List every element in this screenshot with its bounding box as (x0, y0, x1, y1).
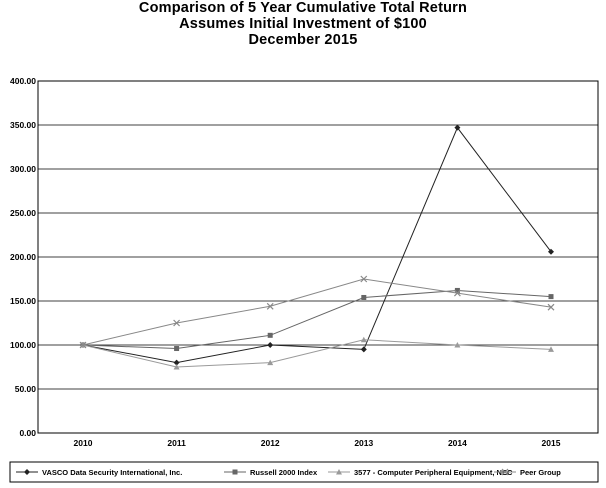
series-3-point-stroke (453, 289, 461, 297)
series-0-point (360, 346, 367, 353)
series-0-point (267, 342, 274, 348)
series-2-point (548, 346, 554, 352)
series-1-point (361, 294, 367, 300)
y-tick-label: 350.00 (10, 120, 36, 130)
legend-marker-stroke (501, 468, 509, 476)
x-tick-label: 2014 (448, 438, 467, 448)
series-3-point (547, 303, 555, 311)
series-1-point (548, 294, 554, 300)
x-tick-label: 2015 (542, 438, 561, 448)
y-tick-label: 50.00 (15, 384, 37, 394)
series-3-point-stroke (266, 302, 274, 310)
series-line-1 (82, 289, 552, 350)
series-2-point (267, 359, 274, 366)
series-lines (79, 124, 555, 370)
series-3-point (79, 341, 87, 349)
series-3-point-stroke (173, 319, 181, 327)
series-2-point (360, 336, 367, 343)
legend-box (9, 461, 599, 483)
legend-label: Peer Group (520, 468, 561, 477)
series-0-point (548, 248, 554, 255)
legend-marker (501, 468, 509, 476)
series-1-point (267, 332, 273, 338)
series-3-point-stroke (360, 275, 368, 283)
series-3-point (360, 275, 368, 283)
series-1-point (454, 287, 460, 293)
series-3-point (173, 319, 181, 327)
series-line-0 (82, 126, 552, 364)
y-tick-label: 250.00 (10, 208, 36, 218)
series-3-point (266, 302, 274, 310)
series-2-point (454, 342, 461, 348)
series-3-point-stroke (79, 341, 87, 349)
x-tick-label: 2011 (167, 438, 186, 448)
legend-label: Russell 2000 Index (250, 468, 318, 477)
legend-label: 3577 - Computer Peripheral Equipment, NE… (354, 468, 513, 477)
legend: VASCO Data Security International, Inc. R… (16, 468, 561, 477)
legend-marker (336, 469, 342, 475)
chart-title-line-2: Assumes Initial Investment of $100 (179, 16, 427, 32)
x-tick-label: 2013 (354, 438, 373, 448)
series-3-point-stroke (547, 303, 555, 311)
y-tick-label: 300.00 (10, 164, 36, 174)
chart-title-line-1: Comparison of 5 Year Cumulative Total Re… (138, 0, 468, 16)
chart-title-line-3: December 2015 (248, 32, 358, 48)
series-0-point (454, 124, 461, 131)
y-tick-label: 150.00 (10, 296, 36, 306)
x-tick-label: 2010 (74, 438, 93, 448)
x-tick-label: 2012 (261, 438, 280, 448)
series-0-point (173, 359, 180, 366)
x-axis-ticks: 2010 2011 2012 2013 2014 2015 (74, 438, 561, 448)
series-1-point (174, 346, 180, 352)
series-line-2 (82, 339, 552, 368)
series-line-3 (82, 278, 552, 346)
legend-marker (24, 469, 30, 475)
y-axis-ticks: 0.00 50.00 100.00 150.00 200.00 250.00 300.00 3… (10, 76, 36, 438)
gridlines (38, 124, 598, 390)
y-tick-label: 0.00 (19, 428, 36, 438)
legend-marker (232, 469, 238, 475)
series-2-point (173, 364, 180, 370)
y-tick-label: 200.00 (10, 252, 36, 262)
y-tick-label: 400.00 (10, 76, 36, 86)
y-tick-label: 100.00 (10, 340, 36, 350)
series-3-point (453, 289, 461, 297)
legend-label: VASCO Data Security International, Inc. (42, 468, 182, 477)
chart-title: Comparison of 5 Year Cumulative Total Re… (0, 0, 606, 48)
